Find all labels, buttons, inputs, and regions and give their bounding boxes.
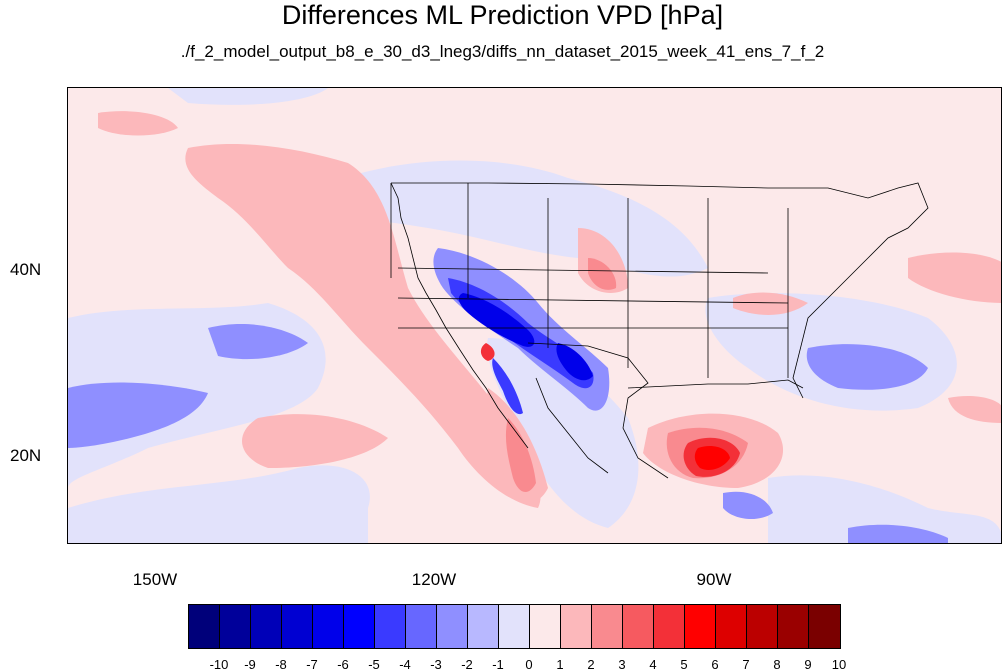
lon-label-120w: 120W — [411, 570, 457, 589]
lat-label-20n: 20N — [10, 446, 42, 465]
colorbar-tick-label: 5 — [680, 657, 688, 672]
colorbar-swatch — [406, 605, 437, 648]
colorbar-tick-label: -3 — [430, 657, 442, 672]
colorbar-swatch — [623, 605, 654, 648]
colorbar-tick-label: 8 — [773, 657, 781, 672]
colorbar-tick-label: 3 — [618, 657, 626, 672]
map-title: Differences ML Prediction VPD [hPa] — [281, 0, 724, 30]
colorbar-tick-label: -9 — [244, 657, 256, 672]
colorbar-tick-label: 0 — [525, 657, 533, 672]
colorbar-swatch — [592, 605, 623, 648]
lon-label-150w: 150W — [132, 570, 178, 589]
colorbar-swatch — [747, 605, 778, 648]
colorbar-swatch — [809, 605, 840, 648]
colorbar-tick-label: -7 — [306, 657, 318, 672]
colorbar-swatch — [189, 605, 220, 648]
colorbar-swatch — [654, 605, 685, 648]
colorbar-swatch — [437, 605, 468, 648]
colorbar-tick-label: -8 — [275, 657, 287, 672]
positive-high-regions — [480, 343, 740, 477]
colorbar-swatch — [561, 605, 592, 648]
colorbar-swatch — [685, 605, 716, 648]
colorbar-tick-label: 4 — [649, 657, 657, 672]
colorbar-tick-label: -4 — [399, 657, 411, 672]
colorbar-tick-label: -5 — [368, 657, 380, 672]
lat-label-40n: 40N — [10, 260, 42, 279]
colorbar-tick-label: -1 — [492, 657, 504, 672]
colorbar-tick-label: -2 — [461, 657, 473, 672]
colorbar-swatch — [220, 605, 251, 648]
colorbar-swatch — [468, 605, 499, 648]
colorbar-tick-label: 1 — [556, 657, 564, 672]
colorbar-swatch — [344, 605, 375, 648]
colorbar-tick-label: 9 — [804, 657, 812, 672]
colorbar-swatch — [778, 605, 809, 648]
negative-high-regions — [448, 278, 594, 415]
lon-label-90w: 90W — [696, 570, 732, 589]
colorbar-labels: -10 -9 -8 -7 -6 -5 -4 -3 -2 -1 0 1 2 3 4 5 6 7 8 9 10 — [188, 657, 868, 672]
colorbar-tick-label: 7 — [742, 657, 750, 672]
colorbar-tick-label: -10 — [209, 657, 229, 672]
colorbar-swatch — [499, 605, 530, 648]
colorbar — [188, 604, 841, 649]
colorbar-swatch — [313, 605, 344, 648]
vpd-difference-map — [67, 87, 1002, 544]
colorbar-swatch — [375, 605, 406, 648]
colorbar-tick-label: 6 — [711, 657, 719, 672]
colorbar-swatch — [716, 605, 747, 648]
colorbar-tick-label: 10 — [831, 657, 847, 672]
colorbar-swatch — [530, 605, 561, 648]
map-subtitle: ./f_2_model_output_b8_e_30_d3_lneg3/diff… — [180, 42, 825, 61]
colorbar-swatch — [282, 605, 313, 648]
colorbar-swatch — [251, 605, 282, 648]
colorbar-tick-label: -6 — [337, 657, 349, 672]
colorbar-tick-label: 2 — [587, 657, 595, 672]
coastlines-and-borders — [390, 182, 929, 479]
map-field-svg — [68, 88, 1001, 543]
